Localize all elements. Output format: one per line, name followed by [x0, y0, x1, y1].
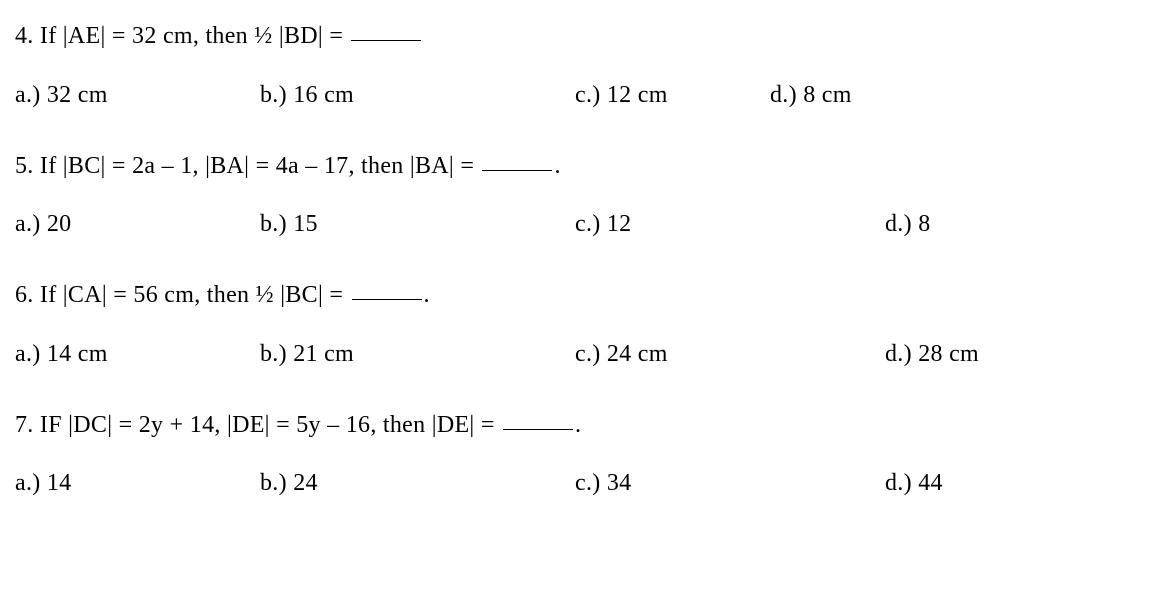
question-7-number: 7. — [15, 412, 34, 438]
option-7c: c.) 34 — [575, 470, 631, 497]
blank-line — [352, 299, 422, 300]
option-5a: a.) 20 — [15, 211, 71, 238]
question-7-text: 7. IF |DC| = 2y + 14, |DE| = 5y – 16, th… — [15, 409, 1152, 443]
question-4-text: 4. If |AE| = 32 cm, then ½ |BD| = — [15, 20, 1152, 54]
question-4-number: 4. — [15, 23, 34, 49]
question-5-options: a.) 20 b.) 15 c.) 12 d.) 8 — [15, 211, 1152, 241]
question-5: 5. If |BC| = 2a – 1, |BA| = 4a – 17, the… — [15, 150, 1152, 242]
question-6-text: 6. If |CA| = 56 cm, then ½ |BC| = . — [15, 279, 1152, 313]
blank-line — [482, 170, 552, 171]
option-6a: a.) 14 cm — [15, 341, 108, 368]
question-6-prefix: If |CA| = 56 cm, then ½ |BC| = — [40, 282, 350, 308]
option-6b: b.) 21 cm — [260, 341, 354, 368]
question-7: 7. IF |DC| = 2y + 14, |DE| = 5y – 16, th… — [15, 409, 1152, 501]
option-7d: d.) 44 — [885, 470, 943, 497]
option-5b: b.) 15 — [260, 211, 318, 238]
option-5c: c.) 12 — [575, 211, 631, 238]
question-5-number: 5. — [15, 153, 34, 179]
option-5d: d.) 8 — [885, 211, 931, 238]
option-4a: a.) 32 cm — [15, 82, 108, 109]
question-6: 6. If |CA| = 56 cm, then ½ |BC| = . a.) … — [15, 279, 1152, 371]
option-4d: d.) 8 cm — [770, 82, 852, 109]
question-4-prefix: If |AE| = 32 cm, then ½ |BD| = — [40, 23, 350, 49]
question-6-suffix: . — [424, 282, 430, 308]
blank-line — [351, 40, 421, 41]
question-6-options: a.) 14 cm b.) 21 cm c.) 24 cm d.) 28 cm — [15, 341, 1152, 371]
option-7b: b.) 24 — [260, 470, 318, 497]
question-7-prefix: IF |DC| = 2y + 14, |DE| = 5y – 16, then … — [40, 412, 501, 438]
question-4: 4. If |AE| = 32 cm, then ½ |BD| = a.) 32… — [15, 20, 1152, 112]
question-7-options: a.) 14 b.) 24 c.) 34 d.) 44 — [15, 470, 1152, 500]
question-5-suffix: . — [554, 153, 560, 179]
option-4c: c.) 12 cm — [575, 82, 668, 109]
option-6c: c.) 24 cm — [575, 341, 668, 368]
question-7-suffix: . — [575, 412, 581, 438]
question-6-number: 6. — [15, 282, 34, 308]
question-5-text: 5. If |BC| = 2a – 1, |BA| = 4a – 17, the… — [15, 150, 1152, 184]
question-4-options: a.) 32 cm b.) 16 cm c.) 12 cm d.) 8 cm — [15, 82, 1152, 112]
option-7a: a.) 14 — [15, 470, 71, 497]
option-4b: b.) 16 cm — [260, 82, 354, 109]
blank-line — [503, 429, 573, 430]
option-6d: d.) 28 cm — [885, 341, 979, 368]
question-5-prefix: If |BC| = 2a – 1, |BA| = 4a – 17, then |… — [40, 153, 481, 179]
